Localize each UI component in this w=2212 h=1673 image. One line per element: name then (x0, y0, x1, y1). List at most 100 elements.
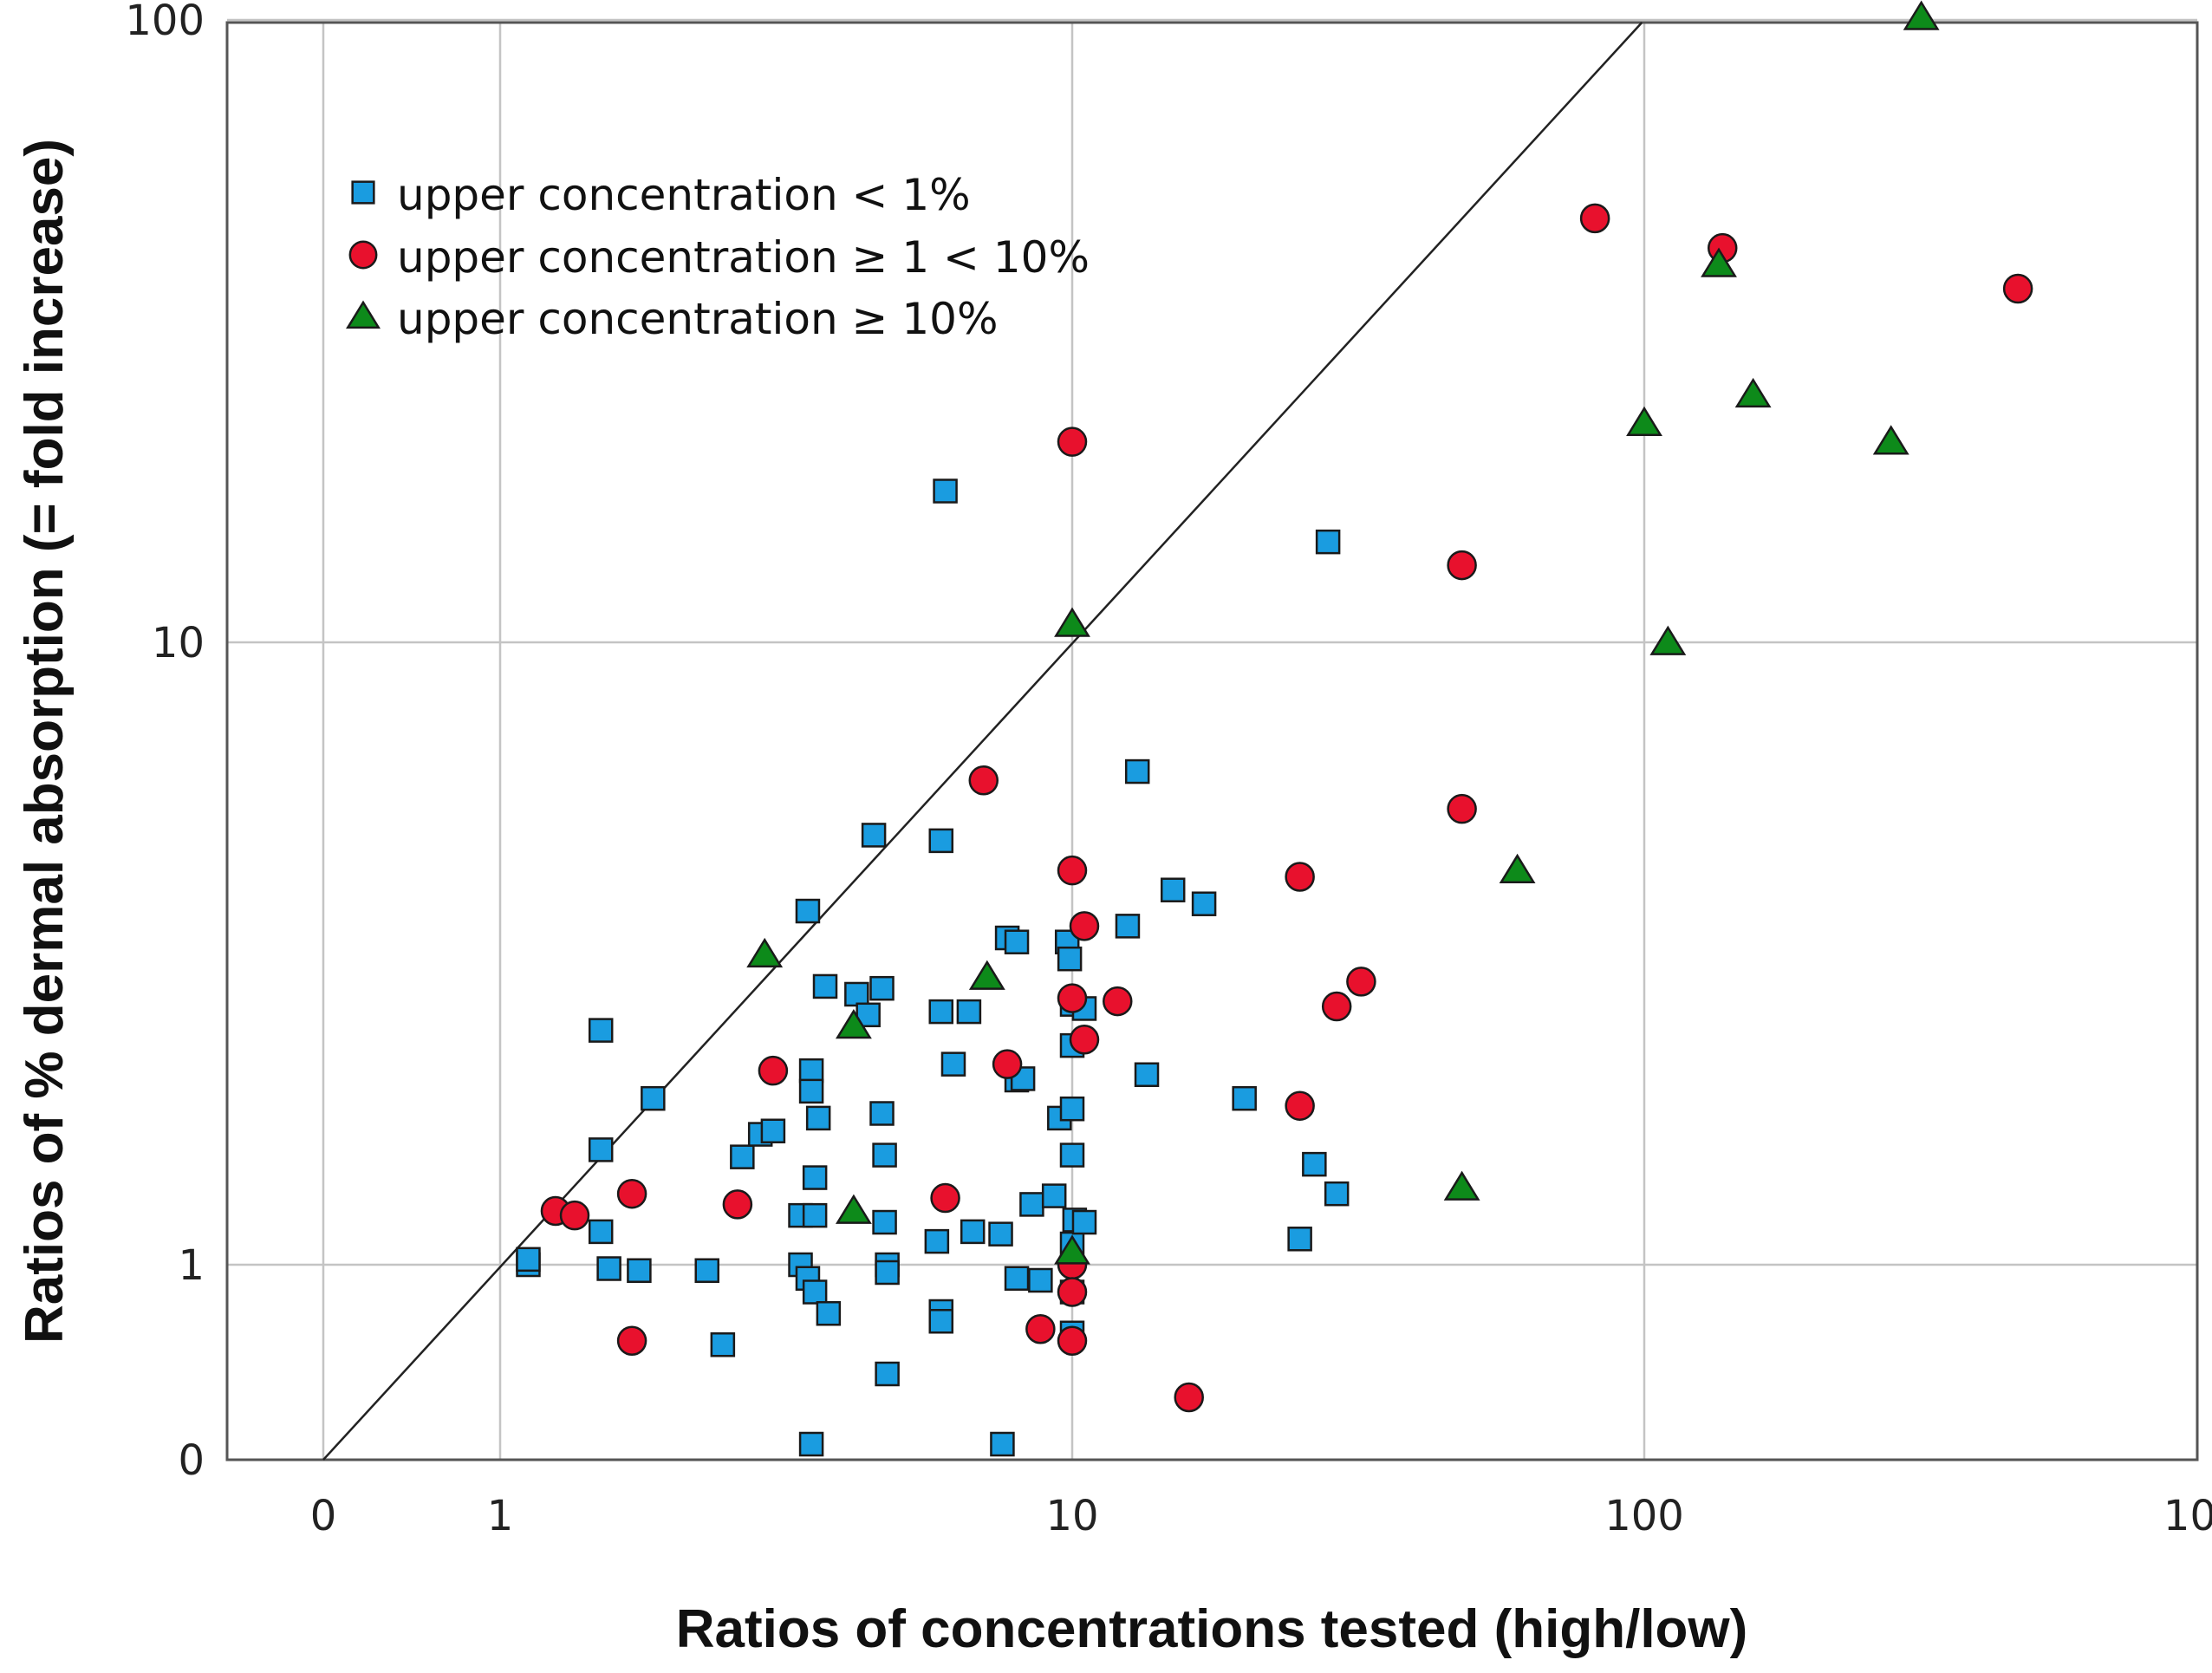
triangle-point (1903, 0, 1940, 30)
square-point (516, 1247, 541, 1273)
square-point (730, 1144, 755, 1169)
square-point (798, 1431, 824, 1457)
y-tick-label: 0 (178, 1436, 205, 1485)
square-point (1302, 1151, 1327, 1177)
square-point (588, 1018, 614, 1043)
circle-point (1069, 911, 1100, 941)
y-tick-label: 10 (152, 619, 205, 667)
square-point (802, 1202, 828, 1228)
square-point (694, 1258, 719, 1283)
identity-line (322, 22, 1643, 1461)
square-point (844, 981, 869, 1007)
series-triangle (746, 0, 1940, 1265)
square-point (1324, 1181, 1350, 1207)
x-tick-label: 10 (1045, 1492, 1098, 1540)
circle-point (968, 765, 999, 796)
square-point (933, 478, 958, 504)
plot-frame (225, 21, 2199, 1461)
circle-point (1025, 1314, 1056, 1344)
square-point (1019, 1192, 1044, 1217)
x-axis-ticks: 0 1 10 100 1000 (310, 1492, 2212, 1540)
legend-label: upper concentration < 1% (397, 170, 971, 220)
square-point (596, 1256, 621, 1281)
legend-circle-icon (348, 240, 378, 270)
x-axis-title: Ratios of concentrations tested (high/lo… (676, 1599, 1748, 1659)
square-point (960, 1219, 986, 1245)
circle-point (616, 1325, 647, 1356)
square-point (875, 1260, 900, 1286)
square-point (1134, 1062, 1160, 1088)
circle-point (1057, 855, 1088, 886)
legend: upper concentration < 1% upper concentrat… (346, 170, 1090, 344)
square-point (956, 999, 982, 1025)
triangle-point (1443, 1170, 1480, 1201)
square-point (928, 1309, 954, 1334)
circle-point (2002, 273, 2033, 304)
circle-point (722, 1189, 753, 1220)
circle-point (1057, 983, 1088, 1013)
circle-point (930, 1182, 960, 1214)
square-point (1059, 1142, 1085, 1168)
square-point (875, 1361, 900, 1387)
square-point (928, 828, 954, 854)
triangle-point (1872, 425, 1909, 455)
square-point (1124, 758, 1150, 784)
square-point (928, 999, 954, 1025)
triangle-point (746, 937, 784, 968)
circle-point (1285, 862, 1315, 892)
square-point (1059, 1096, 1085, 1122)
square-point (1232, 1085, 1257, 1111)
square-point (1041, 1183, 1067, 1208)
circle-point (1447, 550, 1477, 581)
square-point (940, 1051, 966, 1077)
square-point (588, 1219, 614, 1245)
triangle-point (1734, 377, 1772, 408)
x-tick-label: 1 (487, 1492, 514, 1540)
square-point (869, 975, 895, 1001)
circle-point (559, 1200, 590, 1231)
square-point (710, 1332, 736, 1357)
legend-label: upper concentration ≥ 10% (397, 294, 998, 344)
square-point (872, 1142, 897, 1168)
square-point (988, 1221, 1013, 1247)
y-axis-ticks: 0 1 10 100 (125, 0, 205, 1485)
square-point (1004, 929, 1030, 954)
circle-point (1057, 1325, 1088, 1356)
square-point (861, 823, 887, 848)
square-point (802, 1165, 828, 1190)
square-point (812, 973, 838, 999)
x-tick-label: 100 (1604, 1492, 1684, 1540)
legend-label: upper concentration ≥ 1 < 10% (397, 232, 1090, 283)
circle-point (1579, 203, 1610, 234)
square-point (627, 1258, 652, 1283)
circle-point (1069, 1025, 1100, 1055)
triangle-point (835, 1194, 872, 1224)
circle-point (1321, 991, 1352, 1022)
square-point (805, 1105, 831, 1131)
data-points (516, 0, 2033, 1457)
y-tick-label: 100 (125, 0, 205, 45)
circle-point (992, 1049, 1023, 1079)
square-point (924, 1228, 950, 1254)
square-point (1191, 891, 1217, 916)
circle-point (758, 1055, 789, 1086)
square-point (869, 1101, 895, 1126)
triangle-point (1499, 853, 1536, 884)
triangle-point (1701, 247, 1737, 277)
square-point (760, 1118, 786, 1143)
y-axis-title: Ratios of % dermal absorption (= fold in… (15, 139, 75, 1344)
square-point (1057, 946, 1083, 972)
y-tick-label: 1 (178, 1241, 205, 1290)
circle-point (1447, 793, 1477, 824)
square-point (1160, 877, 1186, 902)
circle-point (616, 1178, 647, 1209)
square-point (1315, 529, 1341, 555)
triangle-point (1054, 1234, 1090, 1265)
square-point (1028, 1267, 1053, 1293)
square-point (588, 1137, 614, 1162)
square-point (1287, 1227, 1312, 1252)
square-point (798, 1058, 824, 1084)
x-tick-label: 0 (310, 1492, 337, 1540)
